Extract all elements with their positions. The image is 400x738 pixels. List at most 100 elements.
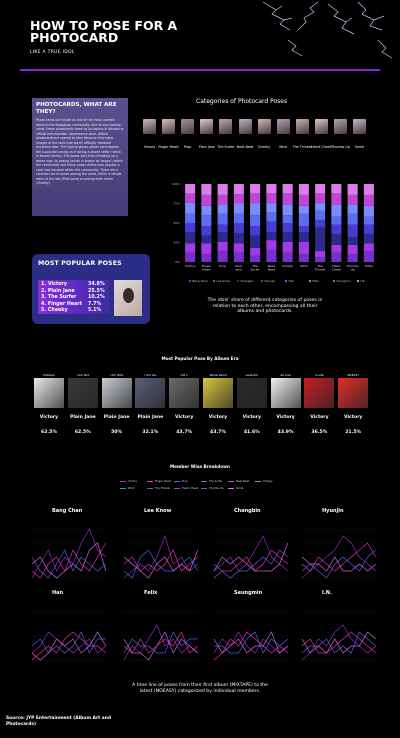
bar-segment [347, 194, 358, 205]
category-label: Smile [355, 145, 365, 149]
legend-swatch [228, 481, 234, 482]
bar-segment [347, 244, 358, 255]
bar-segment [282, 241, 293, 253]
album-name: Yellow Wood [209, 373, 227, 377]
x-tick-label: Victory [185, 264, 196, 268]
bar-segment [331, 184, 342, 194]
bar-segment [185, 202, 196, 214]
legend-label: Han [289, 279, 295, 283]
category-thumbnail [162, 119, 176, 134]
bar-segment [298, 232, 309, 242]
album-top-pct: 50% [111, 430, 123, 435]
album-cover [169, 378, 200, 408]
category-label: Victory [143, 145, 156, 149]
bar-segment [250, 184, 261, 194]
series-line [123, 549, 199, 579]
popular-heading: MOST POPULAR POSES [38, 260, 122, 267]
bar-segment [298, 254, 309, 262]
bar-segment [201, 215, 212, 227]
category-thumbnail [276, 119, 290, 134]
bar-segment [282, 223, 293, 233]
series-line [31, 631, 107, 661]
x-tick-label: The Thinker [314, 264, 327, 272]
category-thumbnail [238, 119, 252, 134]
x-tick-label: Smile [365, 264, 373, 268]
series-line [213, 549, 289, 579]
bar-segment [298, 205, 309, 214]
bar-segment [250, 226, 261, 236]
bar-segment [233, 213, 244, 223]
bar-segment [331, 252, 342, 262]
popular-item-label: 5. Cheeky [41, 308, 68, 313]
album-top-pct: 21.5% [345, 430, 362, 435]
bar-segment [298, 241, 309, 255]
bar-segment [315, 227, 326, 252]
bar-segment [315, 251, 326, 258]
member-name: Changbin [234, 508, 261, 514]
legend-swatch [188, 279, 192, 283]
album-top-pose: Victory [276, 415, 295, 420]
bar-segment [266, 193, 277, 203]
bar-segment [282, 184, 293, 194]
popular-item-value: 5.1% [88, 308, 102, 313]
legend-swatch [147, 488, 153, 489]
page-subtitle: LIKE A TRUE IDOL [30, 50, 75, 55]
bar-segment [331, 233, 342, 245]
bar-segment [363, 251, 374, 262]
stacked-bar-chart: 0% 25% 50% 75% 100% Victory Finger Heart Prop Pla… [171, 182, 377, 283]
bar-segment [363, 184, 374, 195]
series-line [31, 542, 107, 579]
series-line [301, 549, 377, 579]
album-name: I Am Not [76, 373, 89, 377]
series-line [301, 631, 377, 654]
y-tick-label: 0% [175, 260, 180, 264]
x-tick-label: Finger Heart [202, 264, 212, 272]
category-label: Cheeky [257, 145, 271, 149]
member-line-chart [122, 611, 199, 661]
legend-label: The Surfer [209, 480, 223, 483]
bar-segment [282, 215, 293, 223]
bar-segment [315, 184, 326, 194]
bar-segment [266, 184, 277, 194]
bar-segment [185, 213, 196, 223]
legend-label: Changbin [241, 279, 255, 283]
bar-segment [217, 204, 228, 214]
bar-segment [201, 205, 212, 216]
bar-segment [331, 193, 342, 205]
series-line [123, 549, 199, 579]
bar-segment [217, 194, 228, 205]
bar-segment [363, 224, 374, 234]
category-thumbnail [353, 119, 367, 134]
bar-segment [347, 224, 358, 238]
bar-segment [185, 184, 196, 194]
member-name: Bang Chan [52, 508, 83, 514]
category-thumbnail [143, 119, 156, 134]
popular-item-label: 4. Finger Heart [41, 301, 83, 307]
bar-segment [282, 252, 293, 262]
era-title: Most Popular Pose By Album Era [161, 356, 239, 361]
bar-segment [185, 232, 196, 244]
album-name: Clé 1 [180, 373, 188, 377]
bar-segment [282, 232, 293, 242]
category-label: Wink [279, 145, 288, 149]
album-name: I Am You [144, 373, 157, 377]
album-cover [101, 378, 132, 408]
category-thumbnail [219, 119, 233, 134]
category-label: Thumbs Up [331, 145, 350, 149]
x-tick-label: Cheeky [282, 264, 293, 268]
album-top-pct: 62.5% [41, 430, 57, 435]
series-line [123, 631, 199, 661]
bar-segment [331, 216, 342, 225]
album-cover [34, 378, 64, 408]
bar-segment [233, 194, 244, 204]
album-cover [135, 378, 166, 408]
member-line-chart [30, 528, 107, 579]
y-tick-label: 50% [173, 221, 180, 225]
page-title: HOW TO POSE FOR A PHOTOCARD [30, 18, 178, 45]
series-line [301, 535, 377, 579]
bar-segment [331, 224, 342, 234]
popular-item-value: 7.7% [88, 301, 102, 307]
bar-segment [201, 243, 212, 255]
bar-segment [363, 243, 374, 252]
legend-swatch [228, 488, 234, 489]
